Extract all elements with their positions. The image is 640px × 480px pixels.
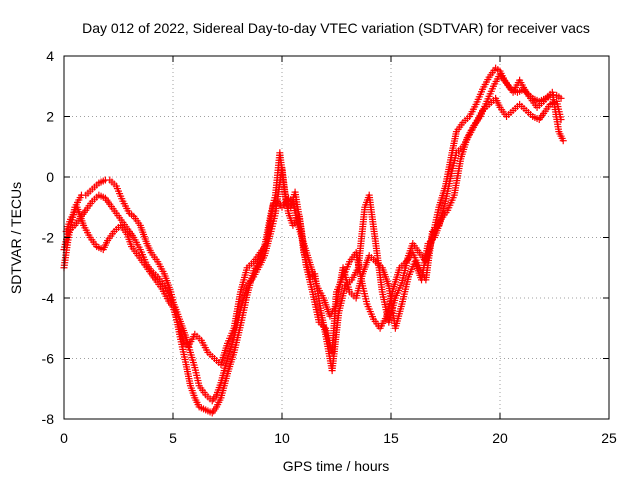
y-tick-label: -6 <box>42 351 55 367</box>
ticks-layer <box>63 55 610 420</box>
x-tick-label: 15 <box>383 430 399 446</box>
tick-labels-layer: 0 5 10 15 20 25 -8 -6 -4 -2 0 2 4 <box>42 48 617 446</box>
x-tick-label: 20 <box>492 430 508 446</box>
y-tick-label: -2 <box>42 230 55 246</box>
x-tick-label: 25 <box>601 430 617 446</box>
y-tick-label: 2 <box>46 109 54 125</box>
y-axis-label: SDTVAR / TECUs <box>8 182 24 294</box>
chart-title: Day 012 of 2022, Sidereal Day-to-day VTE… <box>82 20 590 36</box>
y-tick-label: -8 <box>42 411 55 427</box>
y-tick-label: 4 <box>46 48 54 64</box>
y-tick-label: -4 <box>42 290 55 306</box>
x-tick-label: 5 <box>169 430 177 446</box>
data-point <box>557 94 565 102</box>
x-axis-label: GPS time / hours <box>283 458 390 474</box>
y-tick-label: 0 <box>46 169 54 185</box>
x-tick-label: 10 <box>274 430 290 446</box>
x-tick-label: 0 <box>60 430 68 446</box>
data-point <box>559 137 567 145</box>
data-points-layer <box>60 64 567 417</box>
